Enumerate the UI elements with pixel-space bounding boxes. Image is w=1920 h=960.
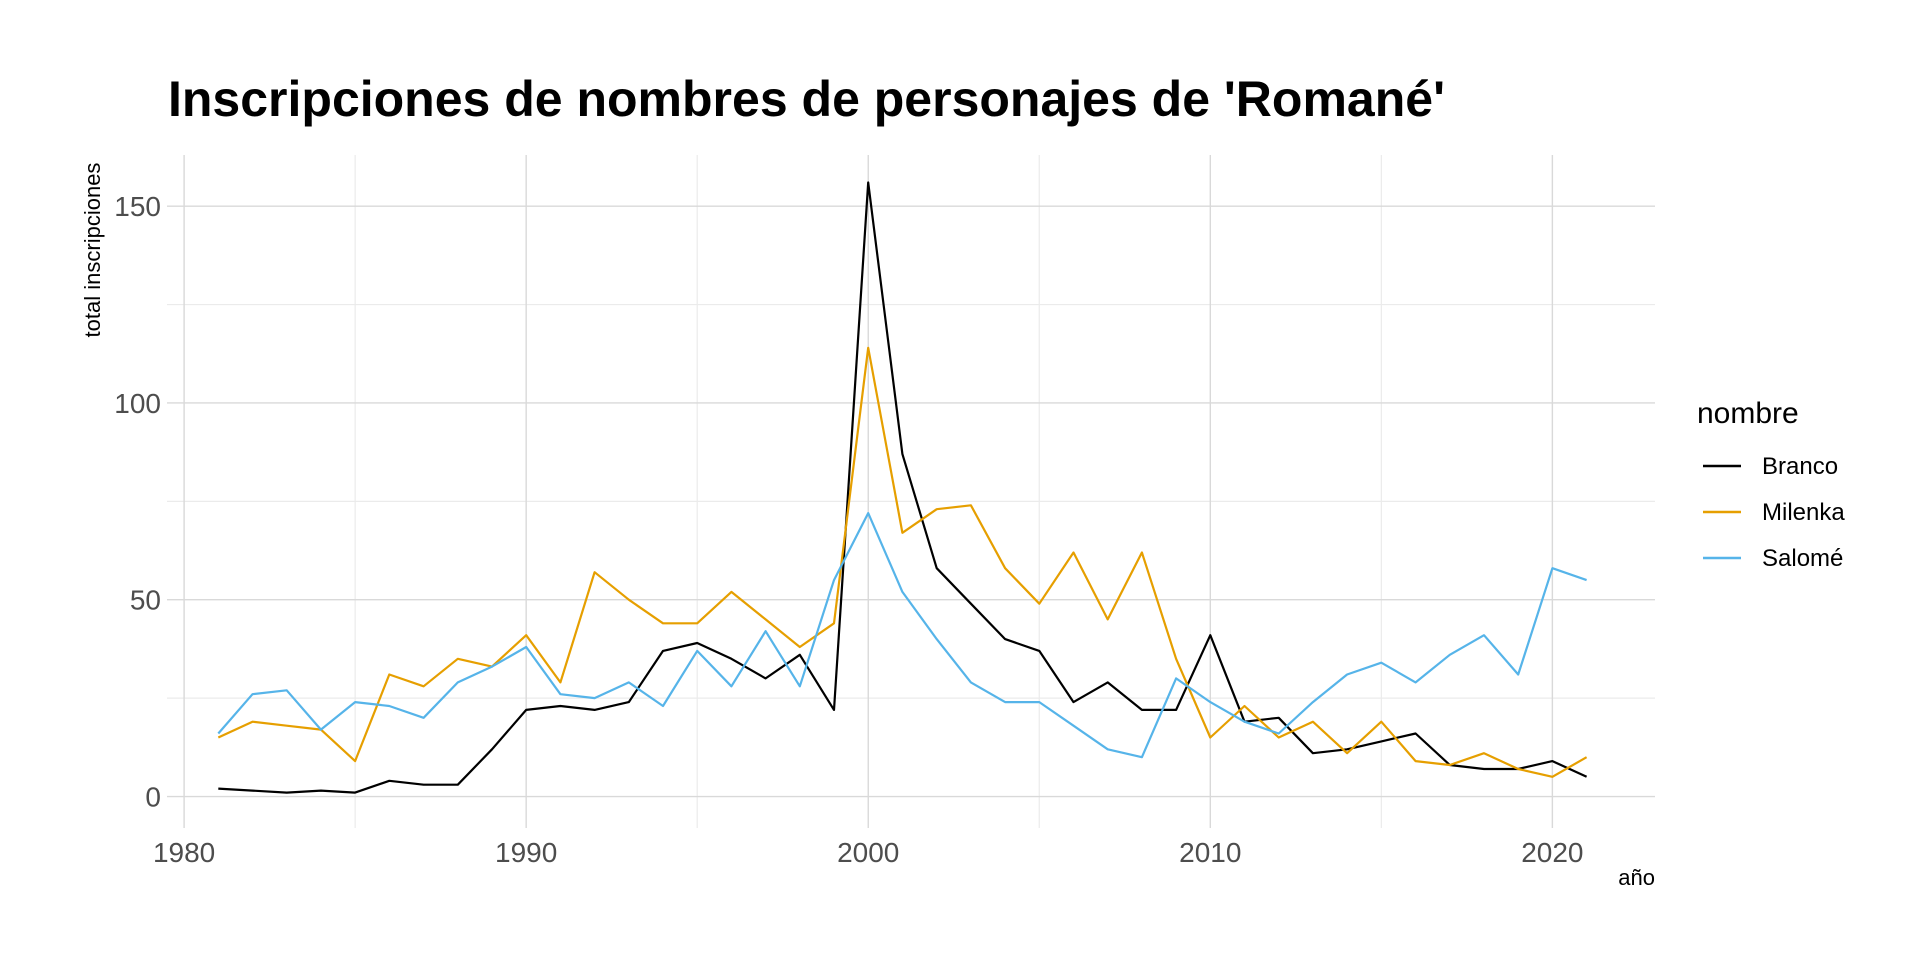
y-tick-label: 50: [130, 585, 161, 616]
y-tick-label: 0: [145, 782, 161, 813]
x-tick-label: 2020: [1521, 837, 1583, 868]
y-tick-label: 100: [114, 388, 161, 419]
series-line-milenka: [217, 346, 1588, 778]
series-line-branco: [218, 181, 1588, 794]
legend-label-branco: Branco: [1762, 453, 1838, 480]
x-tick-label: 1990: [495, 837, 557, 868]
series-line-salomé: [217, 511, 1587, 759]
legend-label-milenka: Milenka: [1762, 499, 1845, 526]
x-tick-label: 1980: [153, 837, 215, 868]
chart-title: Inscripciones de nombres de personajes d…: [168, 71, 1445, 127]
grid: [167, 155, 1655, 828]
legend: nombre Branco Milenka Salomé: [1697, 397, 1845, 572]
y-axis-ticks: 0 50 100 150: [114, 191, 161, 812]
y-tick-label: 150: [114, 191, 161, 222]
x-tick-label: 2010: [1179, 837, 1241, 868]
y-axis-title: total inscripciones: [80, 163, 105, 338]
x-tick-label: 2000: [837, 837, 899, 868]
series-lines: [217, 181, 1588, 794]
legend-title: nombre: [1697, 397, 1799, 430]
legend-label-salomé: Salomé: [1762, 545, 1843, 572]
x-axis-ticks: 1980 1990 2000 2010 2020: [153, 837, 1584, 868]
x-axis-title: año: [1618, 865, 1655, 890]
